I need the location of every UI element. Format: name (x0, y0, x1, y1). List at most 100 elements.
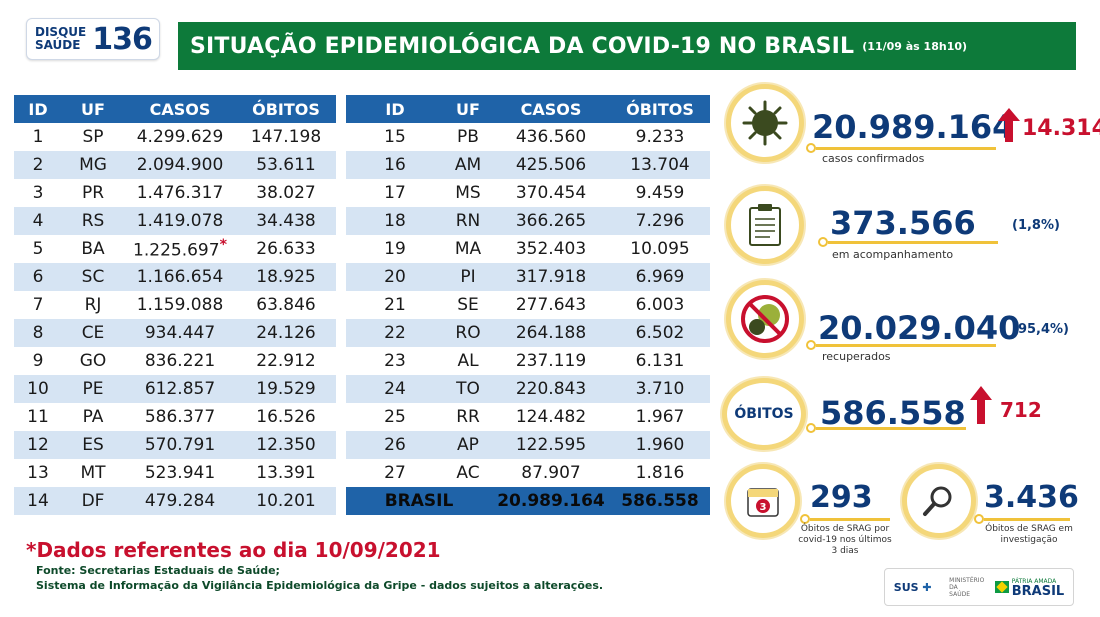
confirmed-increase: 14.314 (1022, 116, 1100, 141)
cell-casos: 479.284 (124, 487, 236, 515)
government-logos: SUS ✚ MINISTÉRIO DA SAÚDE PÁTRIA AMADA B… (884, 568, 1074, 606)
total-casos: 20.989.164 (492, 487, 610, 515)
cell-obitos: 1.960 (610, 431, 710, 459)
cell-casos: 122.595 (492, 431, 610, 459)
cell-obitos: 10.095 (610, 235, 710, 263)
table-row: 4 RS 1.419.078 34.438 (14, 207, 336, 235)
sus-text: SUS (893, 580, 919, 594)
recovered-pct: (95,4%) (1012, 322, 1069, 337)
col-id: ID (346, 95, 444, 123)
cell-uf: MG (62, 151, 124, 179)
cell-id: 17 (346, 179, 444, 207)
cell-id: 20 (346, 263, 444, 291)
cell-obitos: 16.526 (236, 403, 336, 431)
table-row: 11 PA 586.377 16.526 (14, 403, 336, 431)
cell-casos: 425.506 (492, 151, 610, 179)
underline (828, 241, 998, 244)
cell-casos: 1.419.078 (124, 207, 236, 235)
cell-id: 5 (14, 235, 62, 263)
cell-obitos: 7.296 (610, 207, 710, 235)
cell-id: 25 (346, 403, 444, 431)
cell-casos: 436.560 (492, 123, 610, 151)
cell-obitos: 12.350 (236, 431, 336, 459)
col-obitos: ÓBITOS (236, 95, 336, 123)
cell-uf: PA (62, 403, 124, 431)
cell-id: 26 (346, 431, 444, 459)
cell-obitos: 22.912 (236, 347, 336, 375)
brasil-logo: PÁTRIA AMADA BRASIL (994, 577, 1064, 598)
cell-id: 12 (14, 431, 62, 459)
cell-obitos: 13.704 (610, 151, 710, 179)
flag-icon (994, 581, 1009, 593)
deaths-value: 586.558 (820, 394, 966, 432)
cell-uf: DF (62, 487, 124, 515)
table-row: 15 PB 436.560 9.233 (346, 123, 710, 151)
page-title: SITUAÇÃO EPIDEMIOLÓGICA DA COVID-19 NO B… (190, 33, 855, 59)
col-casos: CASOS (124, 95, 236, 123)
cell-obitos: 1.967 (610, 403, 710, 431)
logo-line1: DISQUE (35, 25, 87, 39)
cell-casos: 836.221 (124, 347, 236, 375)
table-row: 24 TO 220.843 3.710 (346, 375, 710, 403)
srag-3days-value: 293 (810, 480, 873, 515)
cell-uf: AP (444, 431, 492, 459)
cell-casos: 317.918 (492, 263, 610, 291)
cell-id: 16 (346, 151, 444, 179)
cell-obitos: 13.391 (236, 459, 336, 487)
underline-dot (818, 237, 828, 247)
srag-3days-label: Óbitos de SRAG por covid-19 nos últimos … (790, 524, 900, 557)
cell-id: 2 (14, 151, 62, 179)
table-row: 12 ES 570.791 12.350 (14, 431, 336, 459)
cell-uf: MS (444, 179, 492, 207)
cell-id: 11 (14, 403, 62, 431)
cell-obitos: 9.459 (610, 179, 710, 207)
deaths-increase: 712 (1000, 398, 1042, 422)
cell-casos: 570.791 (124, 431, 236, 459)
cell-id: 3 (14, 179, 62, 207)
cell-casos: 124.482 (492, 403, 610, 431)
arrow-up-icon (998, 108, 1020, 142)
cell-obitos: 9.233 (610, 123, 710, 151)
cell-casos: 237.119 (492, 347, 610, 375)
cell-id: 27 (346, 459, 444, 487)
table-row: 6 SC 1.166.654 18.925 (14, 263, 336, 291)
table-row: 16 AM 425.506 13.704 (346, 151, 710, 179)
cell-id: 6 (14, 263, 62, 291)
table-row: 13 MT 523.941 13.391 (14, 459, 336, 487)
cell-id: 13 (14, 459, 62, 487)
cell-obitos: 19.529 (236, 375, 336, 403)
cell-obitos: 147.198 (236, 123, 336, 151)
title-bar: SITUAÇÃO EPIDEMIOLÓGICA DA COVID-19 NO B… (178, 22, 1076, 70)
cell-casos: 352.403 (492, 235, 610, 263)
table-row: 20 PI 317.918 6.969 (346, 263, 710, 291)
logo-line2: SAÚDE (35, 38, 81, 52)
srag-3days-label-line: 3 dias (831, 546, 859, 556)
underline-dot (974, 514, 984, 524)
col-uf: UF (444, 95, 492, 123)
table-row: 3 PR 1.476.317 38.027 (14, 179, 336, 207)
col-id: ID (14, 95, 62, 123)
cell-obitos: 6.969 (610, 263, 710, 291)
underline (816, 344, 996, 347)
cell-casos: 366.265 (492, 207, 610, 235)
deaths-badge-label: ÓBITOS (734, 406, 794, 422)
underline-dot (800, 514, 810, 524)
sus-logo: SUS ✚ (894, 581, 932, 594)
underline (816, 147, 996, 150)
no-virus-icon (726, 280, 804, 358)
cell-casos: 1.166.654 (124, 263, 236, 291)
srag-investigation-label-line: investigação (1000, 535, 1058, 545)
cell-uf: AM (444, 151, 492, 179)
cell-uf: GO (62, 347, 124, 375)
cell-uf: MT (62, 459, 124, 487)
monitoring-label: em acompanhamento (832, 248, 954, 261)
cell-obitos: 6.502 (610, 319, 710, 347)
cell-uf: RO (444, 319, 492, 347)
brasil-top: PÁTRIA AMADA (1011, 578, 1057, 585)
cell-id: 15 (346, 123, 444, 151)
monitoring-pct: (1,8%) (1012, 218, 1060, 233)
cell-id: 19 (346, 235, 444, 263)
cell-id: 23 (346, 347, 444, 375)
table-row: 8 CE 934.447 24.126 (14, 319, 336, 347)
table-row: 21 SE 277.643 6.003 (346, 291, 710, 319)
